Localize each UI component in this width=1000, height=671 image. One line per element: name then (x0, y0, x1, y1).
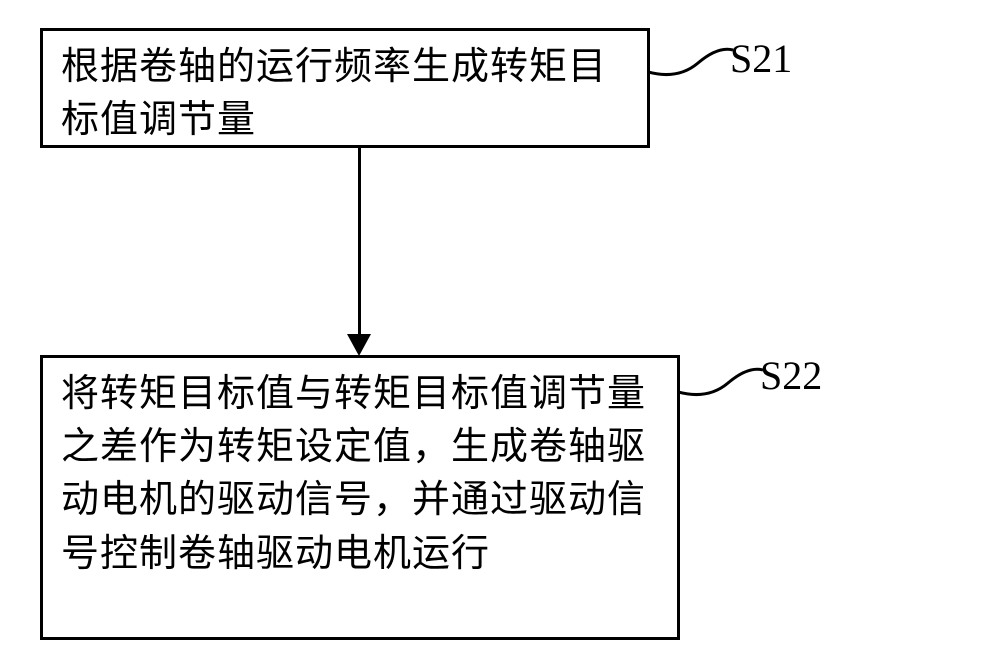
label-curve-2 (678, 358, 768, 408)
flow-step-1: 根据卷轴的运行频率生成转矩目标值调节量 (40, 28, 650, 148)
arrow-line (358, 148, 361, 340)
step-label-2: S22 (760, 352, 822, 399)
label-curve-1 (648, 38, 738, 88)
flow-step-2: 将转矩目标值与转矩目标值调节量之差作为转矩设定值，生成卷轴驱动电机的驱动信号，并… (40, 355, 680, 640)
step-label-1: S21 (730, 35, 792, 82)
step-2-text: 将转矩目标值与转矩目标值调节量之差作为转矩设定值，生成卷轴驱动电机的驱动信号，并… (61, 373, 646, 575)
arrow-head (347, 334, 371, 356)
step-1-text: 根据卷轴的运行频率生成转矩目标值调节量 (61, 46, 607, 141)
